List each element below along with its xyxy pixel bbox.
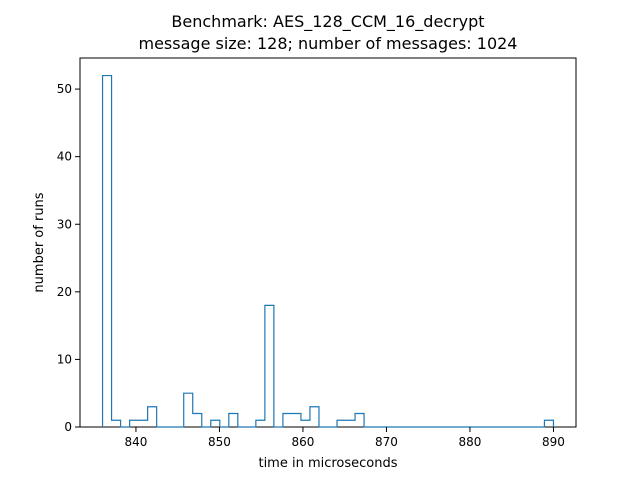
- x-tick-label: 880: [458, 435, 481, 449]
- histogram-step-line: [101, 74, 555, 428]
- x-tick-label: 850: [208, 435, 231, 449]
- y-tick-label: 40: [57, 150, 72, 164]
- x-tick-label: 890: [542, 435, 565, 449]
- chart-title: Benchmark: AES_128_CCM_16_decrypt: [171, 12, 484, 32]
- x-tick-label: 860: [291, 435, 314, 449]
- x-tick-label: 840: [124, 435, 147, 449]
- chart-subtitle: message size: 128; number of messages: 1…: [139, 34, 518, 53]
- plot-area: 840 850 860 870 880 890 0 10 20 30 40 50: [57, 57, 577, 449]
- y-tick-label: 10: [57, 352, 72, 366]
- y-tick-label: 50: [57, 82, 72, 96]
- x-axis-label: time in microseconds: [258, 456, 397, 471]
- x-tick-label: 870: [375, 435, 398, 449]
- y-axis-ticks: 0 10 20 30 40 50: [57, 82, 80, 434]
- y-tick-label: 30: [57, 217, 72, 231]
- x-axis-ticks: 840 850 860 870 880 890: [124, 427, 565, 449]
- y-tick-label: 20: [57, 285, 72, 299]
- y-axis-label: number of runs: [32, 192, 47, 292]
- y-tick-label: 0: [64, 420, 72, 434]
